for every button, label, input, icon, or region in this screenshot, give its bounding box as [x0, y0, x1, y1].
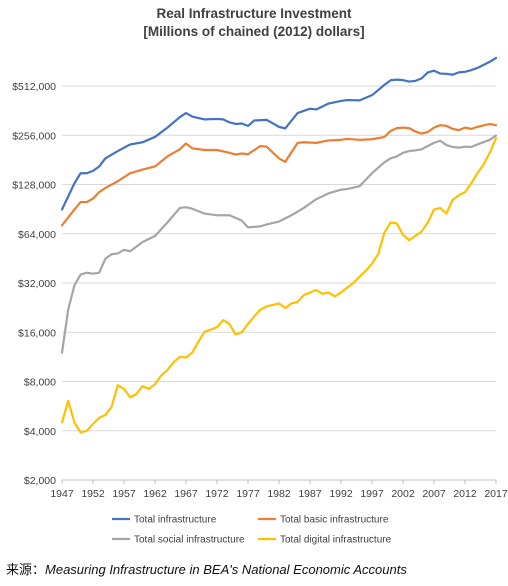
y-tick-label: $8,000 [24, 377, 56, 389]
legend-label-total-social-infrastructure: Total social infrastructure [134, 535, 245, 546]
source-note: 来源：Measuring Infrastructure in BEA's Nat… [6, 559, 506, 578]
y-axis-ticks: $2,000 $4,000 $8,000 $16,000 $32,000 $64,000 $… [12, 81, 56, 487]
legend-label-total-digital-infrastructure: Total digital infrastructure [280, 535, 392, 546]
y-tick-label: $16,000 [18, 327, 56, 339]
series-lines [60, 56, 498, 434]
series-line-total-infrastructure [60, 56, 498, 211]
y-tick-label: $512,000 [12, 81, 56, 93]
x-tick-label: 1977 [236, 488, 260, 500]
x-tick-label: 1957 [112, 488, 136, 500]
x-tick-label: 2017 [484, 488, 508, 500]
x-tick-label: 1947 [50, 488, 74, 500]
y-tick-label: $256,000 [12, 130, 56, 142]
x-tick-label: 1962 [143, 488, 167, 500]
x-tick-label: 1972 [205, 488, 229, 500]
y-tick-label: $2,000 [24, 475, 56, 487]
source-prefix: 来源： [6, 562, 46, 577]
y-tick-label: $32,000 [18, 278, 56, 290]
legend-label-total-basic-infrastructure: Total basic infrastructure [280, 515, 389, 526]
x-tick-label: 1967 [174, 488, 198, 500]
x-tick-label: 1997 [360, 488, 384, 500]
x-tick-label: 1987 [298, 488, 322, 500]
legend: Total infrastructure Total basic infrastr… [112, 515, 392, 546]
series-line-total-digital-infrastructure [60, 137, 498, 434]
line-chart: Real Infrastructure Investment [Millions… [12, 6, 508, 546]
x-tick-label: 2002 [391, 488, 415, 500]
x-tick-label: 1982 [267, 488, 291, 500]
x-tick-label: 2012 [453, 488, 477, 500]
series-line-total-social-infrastructure [60, 134, 498, 354]
chart-subtitle: [Millions of chained (2012) dollars] [143, 24, 364, 39]
y-tick-label: $4,000 [24, 426, 56, 438]
legend-label-total-infrastructure: Total infrastructure [134, 515, 217, 526]
x-tick-label: 1992 [329, 488, 353, 500]
y-tick-label: $128,000 [12, 180, 56, 192]
source-text: Measuring Infrastructure in BEA's Nation… [45, 562, 407, 577]
series-line-total-basic-infrastructure [60, 122, 498, 227]
gridlines [62, 85, 496, 432]
chart-title: Real Infrastructure Investment [156, 6, 352, 21]
x-axis-ticks: 1947 1952 1957 1962 1967 1972 1977 1982 1987 1992… [50, 480, 508, 500]
x-tick-label: 1952 [81, 488, 105, 500]
x-tick-label: 2007 [422, 488, 446, 500]
y-tick-label: $64,000 [18, 229, 56, 241]
